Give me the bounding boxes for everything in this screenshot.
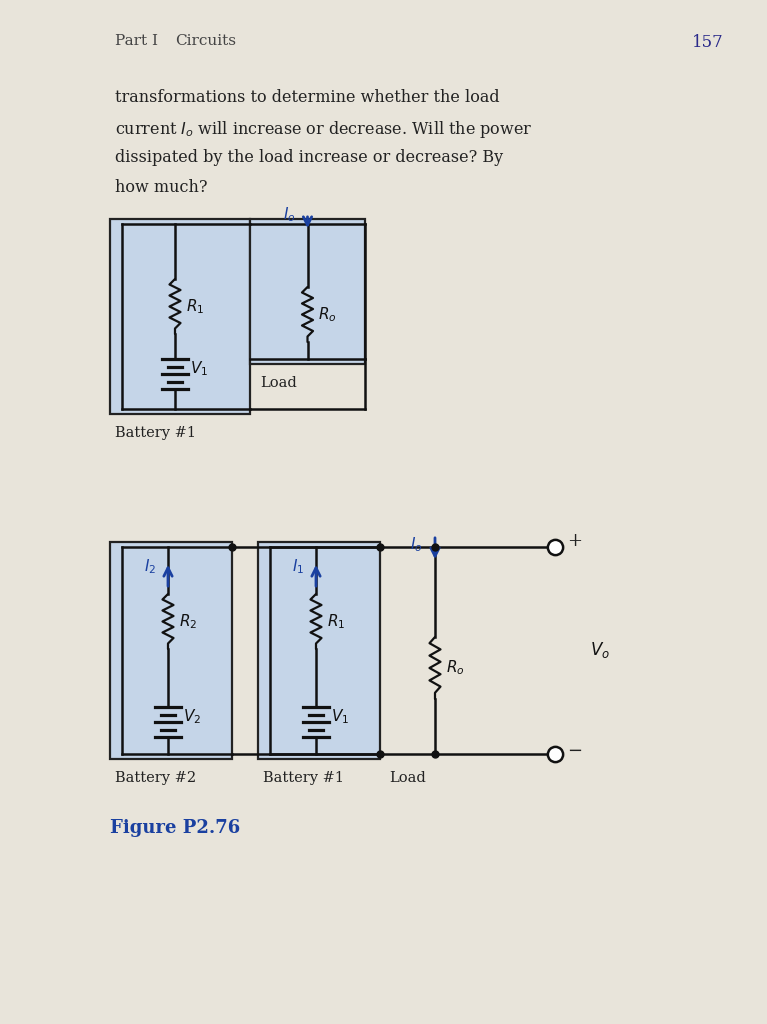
Text: dissipated by the load increase or decrease? By: dissipated by the load increase or decre… [115,150,503,166]
Text: Battery #2: Battery #2 [115,771,196,785]
Text: $V_1$: $V_1$ [331,708,349,726]
Text: Load: Load [260,376,297,390]
Text: $R_1$: $R_1$ [186,298,204,316]
Text: transformations to determine whether the load: transformations to determine whether the… [115,89,499,106]
Bar [258,542,380,759]
Bar [110,219,250,414]
Text: $R_1$: $R_1$ [327,612,345,632]
Text: $I_o$: $I_o$ [283,206,295,224]
Text: Battery #1: Battery #1 [263,771,344,785]
Text: $I_2$: $I_2$ [144,558,156,577]
Text: $V_1$: $V_1$ [190,359,208,378]
Bar [110,542,232,759]
Text: $I_1$: $I_1$ [291,558,304,577]
Text: Figure P2.76: Figure P2.76 [110,819,240,837]
Text: Part I: Part I [115,34,158,48]
Text: 157: 157 [692,34,724,51]
Text: $I_o$: $I_o$ [410,535,423,554]
Text: +: + [567,532,582,550]
Text: $R_2$: $R_2$ [179,612,197,632]
Text: Circuits: Circuits [175,34,236,48]
Text: −: − [567,742,582,760]
Text: $V_2$: $V_2$ [183,708,201,726]
Text: Battery #1: Battery #1 [115,426,196,440]
Text: how much?: how much? [115,179,208,196]
Text: $V_o$: $V_o$ [590,640,610,660]
Text: Load: Load [389,771,426,785]
Bar [250,219,365,364]
Text: current $I_o$ will increase or decrease. Will the power: current $I_o$ will increase or decrease.… [115,119,532,140]
Text: $R_o$: $R_o$ [318,305,337,325]
Text: $R_o$: $R_o$ [446,658,465,677]
